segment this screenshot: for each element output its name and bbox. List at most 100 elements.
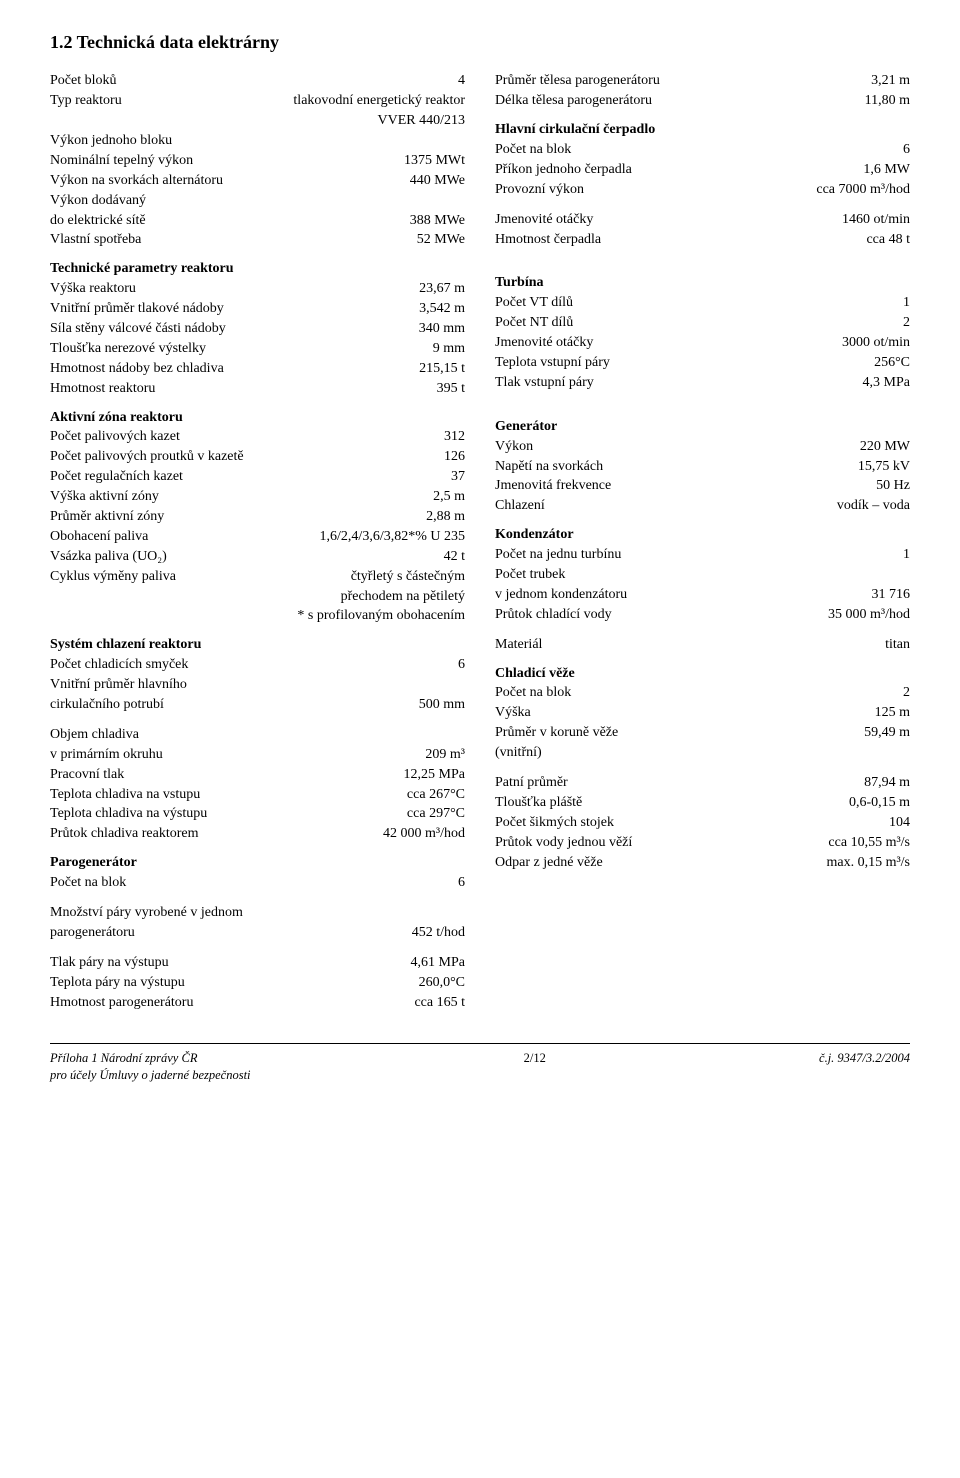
row-value: 256°C <box>874 354 910 373</box>
data-row: Průměr v koruně věže59,49 m <box>495 724 910 743</box>
data-row: v primárním okruhu209 m³ <box>50 746 465 765</box>
footer-left-line2: pro účely Úmluvy o jaderné bezpečnosti <box>50 1067 251 1084</box>
row-label: Počet trubek <box>495 566 910 585</box>
data-row: Průměr tělesa parogenerátoru3,21 m <box>495 72 910 91</box>
row-label: Průměr aktivní zóny <box>50 508 426 527</box>
paro2-rows: Množství páry vyrobené v jednomparogener… <box>50 904 465 943</box>
row-value: 340 mm <box>419 320 465 339</box>
data-row: Tlak páry na výstupu4,61 MPa <box>50 954 465 973</box>
row-value: 2,5 m <box>433 488 465 507</box>
row-value: cca 7000 m³/hod <box>816 181 910 200</box>
data-row: parogenerátoru452 t/hod <box>50 924 465 943</box>
row-value: 6 <box>903 141 910 160</box>
row-value: 125 m <box>875 704 910 723</box>
row-label: Průměr tělesa parogenerátoru <box>495 72 871 91</box>
data-row: Jmenovité otáčky3000 ot/min <box>495 334 910 353</box>
row-label: Výška aktivní zóny <box>50 488 433 507</box>
data-row: Počet bloků4 <box>50 72 465 91</box>
row-label: Počet na jednu turbínu <box>495 546 903 565</box>
data-row: Tlak vstupní páry4,3 MPa <box>495 374 910 393</box>
row-value: 1 <box>903 294 910 313</box>
row-label: (vnitřní) <box>495 744 910 763</box>
data-row: Objem chladiva <box>50 726 465 745</box>
row-value: 23,67 m <box>419 280 465 299</box>
row-label: Vlastní spotřeba <box>50 231 417 250</box>
data-row: Obohacení paliva1,6/2,4/3,6/3,82*% U 235 <box>50 528 465 547</box>
data-row: Nominální tepelný výkon1375 MWt <box>50 152 465 171</box>
row-value: 35 000 m³/hod <box>828 606 910 625</box>
row-value: 1 <box>903 546 910 565</box>
page-footer: Příloha 1 Národní zprávy ČR pro účely Úm… <box>50 1043 910 1084</box>
group-title-condenser: Kondenzátor <box>495 526 910 545</box>
row-label: Obohacení paliva <box>50 528 320 547</box>
row-label: Tloušťka nerezové výstelky <box>50 340 433 359</box>
row-value: 2 <box>903 684 910 703</box>
row-label: Výkon jednoho bloku <box>50 132 465 151</box>
row-value: 31 716 <box>872 586 911 605</box>
row-label: Teplota chladiva na vstupu <box>50 786 407 805</box>
active-rows: Počet palivových kazet312Počet palivovýc… <box>50 428 465 606</box>
data-row: VVER 440/213 <box>50 112 465 131</box>
footer-center: 2/12 <box>524 1050 546 1084</box>
group-title-generator: Generátor <box>495 418 910 437</box>
towers-rows: Počet na blok2Výška125 mPrůměr v koruně … <box>495 684 910 763</box>
row-value: 388 MWe <box>410 212 465 231</box>
row-label: Výkon na svorkách alternátoru <box>50 172 410 191</box>
data-row: Počet na blok2 <box>495 684 910 703</box>
row-value: 4,3 MPa <box>863 374 910 393</box>
group-title-pump: Hlavní cirkulační čerpadlo <box>495 121 910 140</box>
row-value: 3,21 m <box>871 72 910 91</box>
row-label: Chlazení <box>495 497 837 516</box>
row-label: Objem chladiva <box>50 726 465 745</box>
data-row: Jmenovitá frekvence50 Hz <box>495 477 910 496</box>
row-label: Počet palivových proutků v kazetě <box>50 448 444 467</box>
row-value: titan <box>885 636 910 655</box>
row-label: Tlak páry na výstupu <box>50 954 411 973</box>
row-value: 11,80 m <box>865 92 910 111</box>
row-value: cca 267°C <box>407 786 465 805</box>
group-title-active: Aktivní zóna reaktoru <box>50 409 465 428</box>
data-row: Výkon dodávaný <box>50 192 465 211</box>
data-row: Hmotnost čerpadlacca 48 t <box>495 231 910 250</box>
row-label: Počet šikmých stojek <box>495 814 889 833</box>
paro3-rows: Tlak páry na výstupu4,61 MPaTeplota páry… <box>50 954 465 1013</box>
row-value: 260,0°C <box>419 974 465 993</box>
row-label: Počet na blok <box>50 874 458 893</box>
data-row: Počet palivových proutků v kazetě126 <box>50 448 465 467</box>
row-label: Nominální tepelný výkon <box>50 152 404 171</box>
data-row: Vnitřní průměr tlakové nádoby3,542 m <box>50 300 465 319</box>
row-value: 15,75 kV <box>858 458 910 477</box>
row-label: Počet palivových kazet <box>50 428 444 447</box>
row-value: cca 48 t <box>866 231 910 250</box>
data-row: Jmenovité otáčky1460 ot/min <box>495 211 910 230</box>
row-value: 59,49 m <box>864 724 910 743</box>
data-row: Hmotnost reaktoru395 t <box>50 380 465 399</box>
data-row: Teplota vstupní páry256°C <box>495 354 910 373</box>
row-value: 37 <box>451 468 465 487</box>
data-row: Chlazenívodík – voda <box>495 497 910 516</box>
data-row: Množství páry vyrobené v jednom <box>50 904 465 923</box>
section-title: 1.2 Technická data elektrárny <box>50 30 910 54</box>
row-label: v primárním okruhu <box>50 746 425 765</box>
row-value: 6 <box>458 874 465 893</box>
coolant2-rows: Objem chladivav primárním okruhu209 m³ Pr… <box>50 726 465 844</box>
data-row: Materiáltitan <box>495 636 910 655</box>
group-title-paro: Parogenerátor <box>50 854 465 873</box>
row-value: cca 297°C <box>407 805 465 824</box>
row-value: 2 <box>903 314 910 333</box>
footer-right: č.j. 9347/3.2/2004 <box>819 1050 910 1084</box>
data-row: Hmotnost nádoby bez chladiva215,15 t <box>50 360 465 379</box>
row-value: 50 Hz <box>876 477 910 496</box>
data-row: v jednom kondenzátoru31 716 <box>495 586 910 605</box>
row-label: Typ reaktoru <box>50 92 293 111</box>
group-title-cooling: Systém chlazení reaktoru <box>50 636 465 655</box>
row-label: Výkon dodávaný <box>50 192 465 211</box>
active-note: * s profilovaným obohacením <box>50 607 465 626</box>
data-row: Počet trubek <box>495 566 910 585</box>
row-label: Průtok chladiva reaktorem <box>50 825 383 844</box>
data-row: Teplota páry na výstupu260,0°C <box>50 974 465 993</box>
row-label: Výška reaktoru <box>50 280 419 299</box>
data-row: Cyklus výměny palivačtyřletý s částečným <box>50 568 465 587</box>
data-row: Počet na jednu turbínu1 <box>495 546 910 565</box>
row-value: 1460 ot/min <box>842 211 910 230</box>
